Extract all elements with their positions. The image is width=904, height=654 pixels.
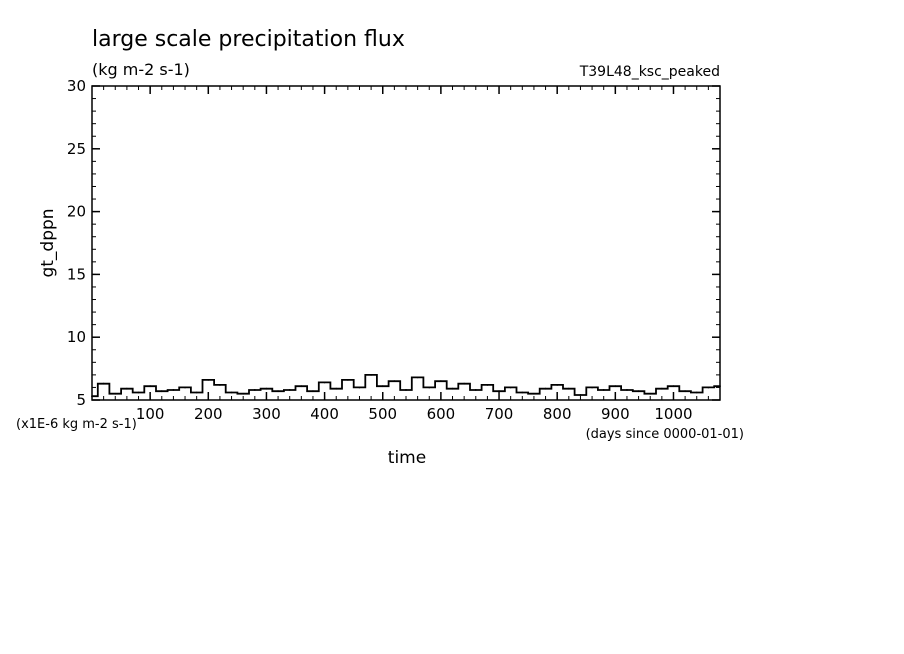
data-point xyxy=(626,389,628,391)
data-point xyxy=(195,391,198,394)
data-point xyxy=(567,387,570,390)
x-tick-label: 300 xyxy=(252,405,281,423)
data-point xyxy=(556,384,559,386)
y-tick-label: 30 xyxy=(67,77,86,95)
data-point xyxy=(125,387,128,390)
data-point xyxy=(428,386,431,389)
data-point xyxy=(242,392,245,395)
axes: 5 10 15 20 25 30 100 200 300 400 500 600 700 800 900 10… xyxy=(67,77,720,423)
data-point xyxy=(707,386,710,389)
x-tick-label: 200 xyxy=(194,405,223,423)
data-point xyxy=(137,391,140,394)
y-tick-label: 15 xyxy=(67,265,86,283)
data-point xyxy=(660,387,663,390)
x-tick-label: 1000 xyxy=(654,405,692,423)
y-tick-label: 20 xyxy=(67,203,86,221)
data-point xyxy=(649,392,652,395)
run-label: T39L48_ksc_peaked xyxy=(579,64,720,80)
data-point xyxy=(602,389,605,391)
data-point xyxy=(498,390,500,393)
data-point xyxy=(346,379,349,381)
data-point xyxy=(172,389,175,391)
data-point xyxy=(695,391,698,394)
data-point xyxy=(102,382,105,385)
x-tick-label: 500 xyxy=(368,405,397,423)
y-tick-label: 10 xyxy=(67,328,86,346)
x-axis-label: time xyxy=(388,448,426,468)
plot-frame xyxy=(91,85,721,401)
x-tick-label: 100 xyxy=(136,405,165,423)
x-tick-label: 400 xyxy=(310,405,339,423)
series-group xyxy=(91,373,721,398)
data-point xyxy=(149,385,152,388)
data-point xyxy=(509,386,512,389)
data-point xyxy=(521,391,524,394)
data-point xyxy=(160,390,163,393)
data-point xyxy=(253,389,256,391)
data-point xyxy=(405,389,407,391)
data-point xyxy=(416,376,419,379)
y-tick-label: 25 xyxy=(67,140,86,158)
x-tick-label: 900 xyxy=(601,405,630,423)
data-point xyxy=(312,390,314,393)
data-point xyxy=(533,392,535,395)
x-tick-label: 800 xyxy=(543,405,572,423)
data-point xyxy=(381,385,384,388)
data-point xyxy=(288,389,291,391)
x-tick-label: 600 xyxy=(427,405,456,423)
data-point xyxy=(591,386,593,389)
data-point xyxy=(393,380,396,383)
data-point xyxy=(439,380,442,383)
data-point xyxy=(451,387,454,390)
data-point xyxy=(544,387,547,390)
data-point xyxy=(486,384,489,386)
data-point xyxy=(230,391,233,394)
data-point xyxy=(579,394,582,396)
data-point xyxy=(370,373,373,376)
x-units-note: (days since 0000-01-01) xyxy=(586,427,744,442)
data-point xyxy=(474,389,477,391)
data-point xyxy=(219,384,221,386)
data-point xyxy=(637,390,640,393)
data-point xyxy=(335,387,338,390)
data-point xyxy=(265,387,268,390)
data-point xyxy=(614,385,617,388)
x-tick-label: 700 xyxy=(485,405,514,423)
y-axis-label: gt_dppn xyxy=(38,208,58,277)
y-tick-label: 5 xyxy=(76,391,86,409)
data-point xyxy=(358,386,361,389)
data-point xyxy=(672,385,675,388)
data-point xyxy=(323,381,326,384)
data-point xyxy=(684,390,687,393)
data-point xyxy=(463,382,466,385)
chart-title: large scale precipitation flux xyxy=(92,27,405,52)
data-point xyxy=(277,390,279,393)
data-point xyxy=(114,392,117,395)
data-point xyxy=(300,385,303,388)
data-point xyxy=(184,386,186,389)
chart-units: (kg m-2 s-1) xyxy=(92,60,190,79)
data-point xyxy=(207,379,210,381)
y-scale-note: (x1E-6 kg m-2 s-1) xyxy=(16,417,137,432)
data-series-line xyxy=(92,374,720,398)
